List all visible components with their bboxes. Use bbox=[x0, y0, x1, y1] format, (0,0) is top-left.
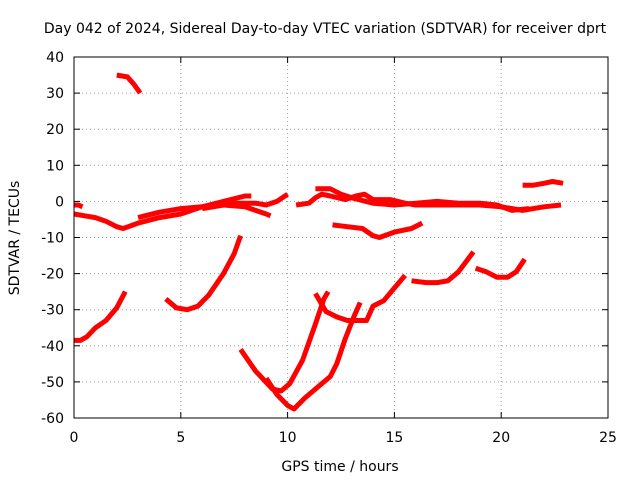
chart-title: Day 042 of 2024, Sidereal Day-to-day VTE… bbox=[44, 21, 607, 37]
x-tick-label: 15 bbox=[385, 430, 403, 446]
x-tick-label: 25 bbox=[599, 430, 617, 446]
y-tick-label: -20 bbox=[41, 267, 64, 283]
y-tick-label: 10 bbox=[46, 158, 64, 174]
y-tick-label: -40 bbox=[41, 339, 64, 355]
y-tick-label: 40 bbox=[46, 50, 64, 66]
series-arc-15 bbox=[411, 250, 476, 286]
series-arc-9 bbox=[238, 290, 331, 394]
data-series bbox=[73, 72, 564, 412]
series-arc-7 bbox=[74, 290, 128, 343]
series-arc-8 bbox=[164, 234, 243, 313]
x-tick-label: 20 bbox=[492, 430, 510, 446]
y-tick-label: -60 bbox=[41, 411, 64, 427]
series-arc-2 bbox=[73, 193, 252, 231]
series-arc-5 bbox=[212, 192, 289, 208]
y-tick-label: -50 bbox=[41, 375, 64, 391]
y-tick-label: 20 bbox=[46, 122, 64, 138]
x-tick-label: 0 bbox=[70, 430, 79, 446]
y-tick-label: 30 bbox=[46, 86, 64, 102]
series-arc-14 bbox=[332, 220, 424, 240]
y-tick-label: 0 bbox=[55, 194, 64, 210]
y-axis-label: SDTVAR / TECUs bbox=[7, 181, 23, 296]
y-tick-label: -10 bbox=[41, 231, 64, 247]
series-arc-4 bbox=[201, 202, 272, 219]
series-arc-17 bbox=[522, 179, 564, 188]
plot-frame bbox=[73, 56, 609, 419]
series-arc-1 bbox=[74, 202, 84, 210]
series-arc-16 bbox=[474, 257, 527, 280]
x-axis-label: GPS time / hours bbox=[281, 459, 398, 475]
x-tick-label: 10 bbox=[279, 430, 297, 446]
series-arc-10 bbox=[264, 301, 363, 412]
series-arc-11 bbox=[313, 273, 408, 323]
x-tick-label: 5 bbox=[176, 430, 185, 446]
y-tick-label: -30 bbox=[41, 303, 64, 319]
series-arc-13 bbox=[315, 186, 530, 213]
grid-lines bbox=[74, 57, 608, 418]
axis-ticks: 0 5 10 15 20 25 -60 -50 -40 -30 -20 -10 0 10 20 30 40 bbox=[41, 50, 617, 446]
series-arc-6 bbox=[116, 72, 143, 95]
